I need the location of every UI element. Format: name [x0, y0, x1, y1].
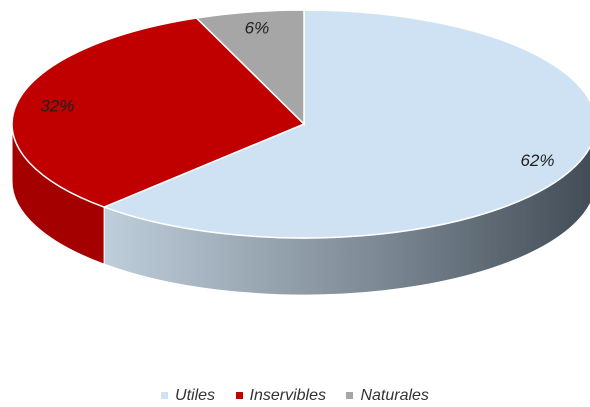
pie-slice-inservibles [11, 17, 306, 208]
legend-swatch-naturales [346, 392, 354, 399]
legend-item-naturales: Naturales [346, 386, 429, 405]
pie-labels: 62% 32% 6% [40, 19, 554, 170]
legend-swatch-inservibles [235, 392, 243, 399]
legend-label-naturales: Naturales [360, 386, 429, 404]
data-label-naturales: 6% [245, 19, 270, 38]
legend-label-utiles: Utiles [175, 386, 216, 404]
legend-item-inservibles: Inservibles [235, 386, 326, 405]
legend-swatch-utiles [161, 392, 169, 399]
pie-slice-utiles [102, 9, 590, 239]
data-label-utiles: 62% [520, 151, 554, 170]
legend: Utiles Inservibles Naturales [0, 386, 590, 405]
data-label-inservibles: 32% [40, 97, 74, 116]
pie-slice-naturales [194, 9, 305, 126]
pie-slices [11, 9, 590, 239]
legend-label-inservibles: Inservibles [249, 386, 326, 404]
pie-chart: 62% 32% 6% [11, 9, 590, 296]
legend-item-utiles: Utiles [161, 387, 215, 405]
